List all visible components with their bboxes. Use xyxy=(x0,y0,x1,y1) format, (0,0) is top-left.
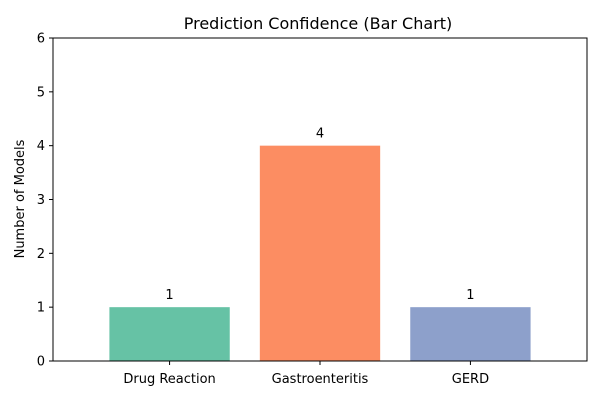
chart-title: Prediction Confidence (Bar Chart) xyxy=(184,14,453,33)
bars xyxy=(109,145,531,361)
y-tick-label: 1 xyxy=(37,301,45,316)
y-tick-label: 5 xyxy=(37,85,45,100)
y-tick-label: 6 xyxy=(37,32,45,47)
plot-frame xyxy=(52,37,588,362)
bar-gerd xyxy=(410,307,531,361)
x-tick-label: Drug Reaction xyxy=(123,372,215,387)
data-label: 4 xyxy=(316,127,324,142)
y-tick-label: 0 xyxy=(37,355,45,370)
x-tick-label: Gastroenteritis xyxy=(272,372,369,387)
data-labels: 1 4 1 xyxy=(165,127,474,303)
y-tick-label: 3 xyxy=(37,193,45,208)
data-label: 1 xyxy=(466,288,474,303)
data-label: 1 xyxy=(165,288,173,303)
bar-gastroenteritis xyxy=(259,145,381,361)
y-axis-ticks: 0 1 2 3 4 5 6 xyxy=(37,32,53,370)
y-tick-label: 2 xyxy=(37,247,45,262)
y-tick-label: 4 xyxy=(37,139,45,154)
bar-drug-reaction xyxy=(109,307,230,361)
x-tick-label: GERD xyxy=(452,372,489,387)
y-axis-title: Number of Models xyxy=(13,139,28,258)
x-axis-ticks: Drug Reaction Gastroenteritis GERD xyxy=(123,361,489,387)
